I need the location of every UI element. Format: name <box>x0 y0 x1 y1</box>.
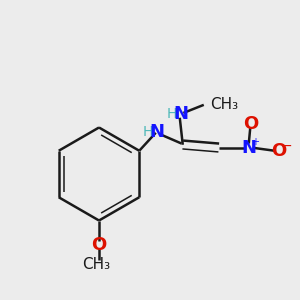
Text: O: O <box>271 142 286 160</box>
Text: H: H <box>167 107 177 121</box>
Text: −: − <box>281 139 292 153</box>
Text: N: N <box>174 105 189 123</box>
Text: CH₃: CH₃ <box>210 97 238 112</box>
Text: N: N <box>150 123 165 141</box>
Text: CH₃: CH₃ <box>82 257 110 272</box>
Text: O: O <box>243 115 258 133</box>
Text: H: H <box>142 125 153 139</box>
Text: N: N <box>241 139 256 157</box>
Text: O: O <box>92 236 106 253</box>
Text: +: + <box>251 137 260 147</box>
